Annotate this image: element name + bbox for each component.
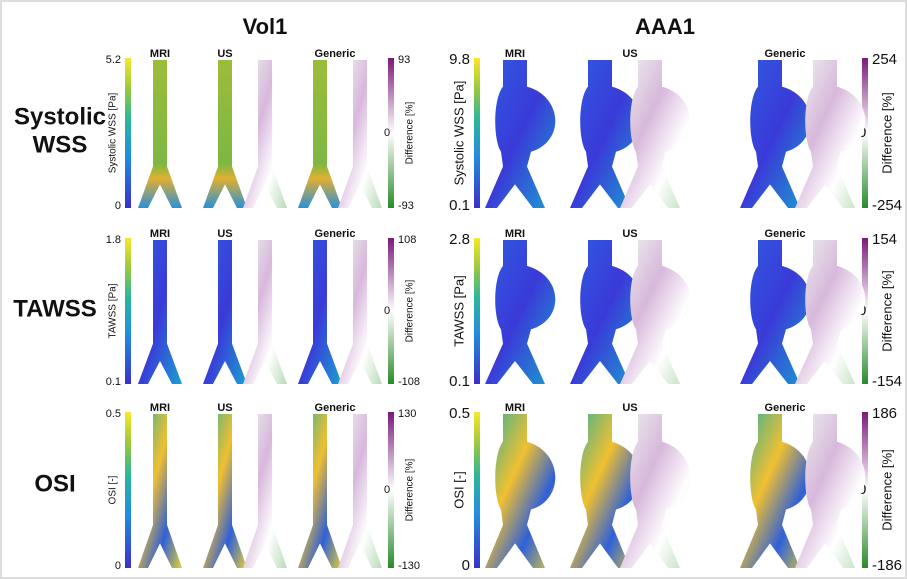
- vessel-map: [203, 60, 247, 208]
- method-label: MRI: [150, 48, 170, 60]
- method-label: Generic: [315, 402, 356, 414]
- vessel-map: [243, 60, 287, 208]
- row-label: TAWSS: [13, 295, 97, 322]
- vessel-map: [243, 240, 287, 384]
- difference-tick: -108: [398, 376, 420, 388]
- vessel-map: [203, 414, 247, 568]
- vessel-map: [138, 240, 182, 384]
- row-label: WSS: [33, 131, 88, 158]
- difference-tick: -154: [872, 373, 902, 390]
- colorbar: [474, 412, 480, 568]
- colorbar-tick: 0.1: [106, 376, 121, 388]
- colorbar-tick: 0: [115, 560, 121, 572]
- vessel-map: [243, 414, 287, 568]
- row-label: OSI: [34, 470, 75, 497]
- difference-tick: 254: [872, 51, 897, 68]
- method-label: US: [622, 402, 637, 414]
- colorbar: [474, 58, 480, 208]
- colorbar-tick: 0.5: [106, 408, 121, 420]
- method-label: US: [217, 228, 232, 240]
- method-label: MRI: [505, 402, 525, 414]
- colorbar-tick: 1.8: [106, 234, 121, 246]
- colorbar: [474, 238, 480, 384]
- colorbar-label: Systolic WSS [Pa]: [451, 81, 466, 186]
- method-label: Generic: [315, 228, 356, 240]
- vessel-map: [740, 60, 810, 208]
- difference-tick: 0: [384, 484, 390, 496]
- colorbar-label: TAWSS [Pa]: [108, 283, 119, 338]
- colorbar-tick: 2.8: [449, 231, 470, 248]
- vessel-map: [298, 240, 342, 384]
- colorbar: [125, 58, 131, 208]
- colorbar-label: Systolic WSS [Pa]: [108, 92, 119, 173]
- method-label: MRI: [150, 228, 170, 240]
- vessel-map: [740, 240, 810, 384]
- vessel-map: [298, 60, 342, 208]
- vessel-map: [485, 60, 555, 208]
- colorbar-label: TAWSS [Pa]: [451, 275, 466, 347]
- figure: Vol1 AAA1 Systolic WSS TAWSS OSI 5.2 0 Sys…: [0, 0, 907, 579]
- colorbar-label: OSI [-]: [108, 475, 119, 504]
- difference-tick: 0: [384, 127, 390, 139]
- method-label: US: [217, 48, 232, 60]
- colorbar-tick: 0.1: [449, 373, 470, 390]
- colorbar-tick: 0.1: [449, 197, 470, 214]
- difference-tick: -130: [398, 560, 420, 572]
- vessel-map: [485, 414, 555, 568]
- vessel-map: [485, 240, 555, 384]
- colorbar: [125, 412, 131, 568]
- difference-tick: 186: [872, 405, 897, 422]
- colorbar-tick: 5.2: [106, 54, 121, 66]
- colorbar-label: OSI [-]: [451, 471, 466, 509]
- method-label: MRI: [150, 402, 170, 414]
- difference-tick: 130: [398, 408, 416, 420]
- method-label: MRI: [505, 48, 525, 60]
- column-title: Vol1: [243, 14, 288, 39]
- difference-tick: 154: [872, 231, 897, 248]
- column-title: AAA1: [635, 14, 695, 39]
- difference-label: Difference [%]: [405, 279, 416, 342]
- difference-label: Difference [%]: [405, 101, 416, 164]
- vessel-map: [740, 414, 810, 568]
- vessel-map: [338, 240, 382, 384]
- row-label: Systolic: [14, 103, 106, 130]
- difference-tick: -186: [872, 557, 902, 574]
- vessel-map: [138, 60, 182, 208]
- colorbar-tick: 0: [462, 557, 470, 574]
- difference-label: Difference [%]: [879, 449, 894, 530]
- difference-label: Difference [%]: [879, 92, 894, 173]
- method-label: Generic: [765, 228, 806, 240]
- method-label: Generic: [765, 48, 806, 60]
- colorbar-tick: 0: [115, 200, 121, 212]
- difference-tick: -254: [872, 197, 902, 214]
- method-label: Generic: [765, 402, 806, 414]
- difference-tick: 108: [398, 234, 416, 246]
- difference-tick: 0: [384, 305, 390, 317]
- method-label: US: [622, 228, 637, 240]
- vessel-map: [298, 414, 342, 568]
- difference-label: Difference [%]: [879, 270, 894, 351]
- colorbar-tick: 9.8: [449, 51, 470, 68]
- colorbar-tick: 0.5: [449, 405, 470, 422]
- vessel-map: [338, 60, 382, 208]
- colorbar: [125, 238, 131, 384]
- difference-label: Difference [%]: [405, 458, 416, 521]
- method-label: Generic: [315, 48, 356, 60]
- method-label: US: [622, 48, 637, 60]
- difference-tick: -93: [398, 200, 414, 212]
- vessel-map: [138, 414, 182, 568]
- vessel-map: [203, 240, 247, 384]
- method-label: US: [217, 402, 232, 414]
- difference-tick: 93: [398, 54, 410, 66]
- vessel-map: [338, 414, 382, 568]
- method-label: MRI: [505, 228, 525, 240]
